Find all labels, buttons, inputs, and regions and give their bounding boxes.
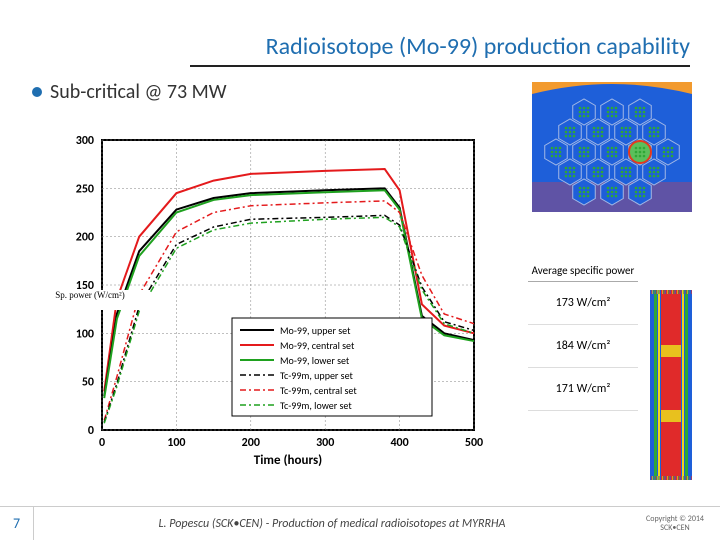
page-number: 7 <box>0 507 34 540</box>
svg-text:Tc-99m, upper set: Tc-99m, upper set <box>280 369 353 382</box>
table-row: 173 W/cm² <box>528 282 638 325</box>
slide-footer: 7 L. Popescu (SCK•CEN) - Production of m… <box>0 506 720 540</box>
svg-text:400: 400 <box>390 436 408 450</box>
svg-text:Mo-99, lower set: Mo-99, lower set <box>280 354 350 367</box>
slide-title: Radioisotope (Mo-99) production capabili… <box>190 32 690 67</box>
avg-power-table: Average specific power 173 W/cm² 184 W/c… <box>528 260 638 411</box>
bullet-icon <box>32 87 42 97</box>
svg-text:Time (hours): Time (hours) <box>254 453 322 468</box>
svg-text:100: 100 <box>167 436 185 450</box>
core-hex-diagram <box>532 82 692 212</box>
svg-text:250: 250 <box>76 182 94 196</box>
svg-text:500: 500 <box>465 436 483 450</box>
table-row: 171 W/cm² <box>528 368 638 411</box>
svg-text:100: 100 <box>76 327 94 341</box>
footer-text: L. Popescu (SCK•CEN) - Production of med… <box>34 517 630 531</box>
table-row: 184 W/cm² <box>528 325 638 368</box>
specific-power-chart: 0100200300400500050100150200250300Time (… <box>50 130 490 470</box>
svg-text:200: 200 <box>76 231 94 245</box>
svg-text:200: 200 <box>242 436 260 450</box>
svg-text:Mo-99, central set: Mo-99, central set <box>280 339 355 352</box>
svg-text:0: 0 <box>88 424 94 438</box>
table-header: Average specific power <box>528 260 638 282</box>
svg-text:0: 0 <box>99 436 105 450</box>
svg-text:300: 300 <box>76 134 94 148</box>
copyright-line-2: SCK•CEN <box>660 523 689 533</box>
bullet-text: Sub-critical @ 73 MW <box>50 80 227 104</box>
chart-ylabel-overlay: Sp. power (W/cm²) <box>30 290 150 310</box>
svg-text:300: 300 <box>316 436 334 450</box>
copyright: Copyright © 2014 SCK•CEN <box>630 515 720 533</box>
svg-text:Tc-99m, central set: Tc-99m, central set <box>280 384 357 397</box>
svg-text:Tc-99m, lower set: Tc-99m, lower set <box>280 399 352 412</box>
svg-text:50: 50 <box>82 376 94 390</box>
fuel-strip-diagram <box>650 290 692 480</box>
svg-text:Mo-99, upper set: Mo-99, upper set <box>280 324 351 337</box>
bullet-subcritical: Sub-critical @ 73 MW <box>32 80 227 104</box>
